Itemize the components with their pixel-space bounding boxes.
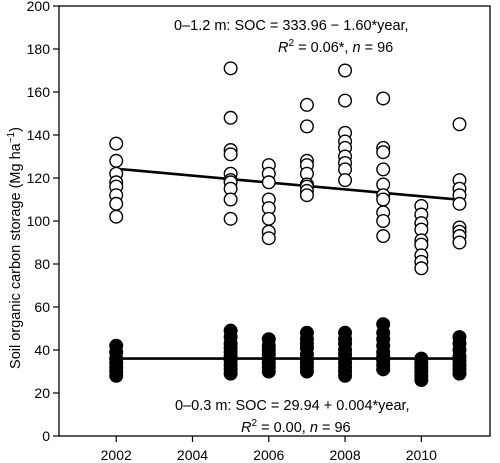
deep-data-point [109,209,124,224]
y-axis-title-unit-exp: −1 [6,131,17,143]
shallow-data-point [452,366,467,381]
deep-data-point [452,117,467,132]
deep-data-point [261,211,276,226]
deep-data-point [376,91,391,106]
y-axis-title-close: ) [8,127,24,132]
deep-data-point [223,110,238,125]
y-axis-title-text: Soil organic carbon storage (Mg ha [8,142,24,369]
axes-layer: 0 20 40 60 80 100 120 140 160 180 200 2002 2004 2006 2… [27,0,491,463]
deep-data-point [376,192,391,207]
deep-data-point [376,162,391,177]
deep-data-point [223,61,238,76]
shallow-data-point [299,364,314,379]
deep-data-point [376,229,391,244]
shallow-data-point [109,368,124,383]
deep-r2-value: = 0.06*, [294,40,352,56]
shallow-data-point [376,362,391,377]
deep-annotation-line2: R2 = 0.06*, n = 96 [278,38,393,56]
y-axis-title: Soil organic carbon storage (Mg ha−1) [6,127,24,369]
trend-lines-layer [116,167,460,360]
y-tick-label: 40 [34,342,50,358]
deep-data-point [261,175,276,190]
deep-data-point [338,63,353,78]
y-tick-label: 20 [34,385,50,401]
y-tick-label: 0 [42,428,50,444]
deep-data-point [261,231,276,246]
deep-equation: : SOC = 333.96 − 1.60*year, [226,18,408,34]
y-tick-label: 120 [27,170,51,186]
deep-data-point [109,136,124,151]
deep-data-point [414,261,429,276]
y-tick-label: 160 [27,84,51,100]
shallow-r2-label: R [241,420,252,436]
deep-data-point [223,192,238,207]
shallow-annotation-line2: R2 = 0.00, n = 96 [241,418,351,436]
deep-r2-label: R [278,40,289,56]
y-tick-label: 200 [27,0,51,14]
shallow-annotation-line1: 0–0.3 m: SOC = 29.94 + 0.004*year, [175,398,410,414]
deep-depth-label: 0–1.2 m [174,18,226,34]
x-tick-label: 2006 [253,447,284,463]
x-tick-label: 2004 [177,447,208,463]
shallow-r2-exp: 2 [251,418,257,429]
shallow-data-point [338,368,353,383]
x-tick-label: 2008 [329,447,360,463]
shallow-r2-value: = 0.00, [257,420,310,436]
shallow-n-value: = 96 [318,420,351,436]
deep-n-value: = 96 [361,40,394,56]
x-tick-label: 2002 [101,447,132,463]
y-tick-label: 140 [27,127,51,143]
y-tick-label: 60 [34,299,50,315]
deep-data-point [376,145,391,160]
deep-n-label: n [353,40,361,56]
deep-r2-exp: 2 [288,38,294,49]
shallow-equation: : SOC = 29.94 + 0.004*year, [227,398,409,414]
deep-data-point [338,93,353,108]
points-layer [109,61,467,388]
deep-data-point [452,196,467,211]
deep-data-point [109,153,124,168]
deep-trend-line [116,167,460,202]
deep-data-point [452,235,467,250]
shallow-n-label: n [310,420,318,436]
y-tick-label: 80 [34,256,50,272]
deep-data-point [299,188,314,203]
deep-data-point [223,211,238,226]
y-tick-label: 180 [27,41,51,57]
shallow-depth-label: 0–0.3 m [175,398,227,414]
x-tick-label: 2010 [406,447,437,463]
shallow-data-point [261,364,276,379]
deep-data-point [299,119,314,134]
deep-data-point [376,213,391,228]
y-tick-label: 100 [27,213,51,229]
shallow-data-point [223,366,238,381]
deep-data-point [338,173,353,188]
deep-data-point [299,97,314,112]
shallow-data-point [414,373,429,388]
deep-data-point [109,196,124,211]
deep-data-point [223,147,238,162]
deep-annotation-line1: 0–1.2 m: SOC = 333.96 − 1.60*year, [174,18,409,34]
